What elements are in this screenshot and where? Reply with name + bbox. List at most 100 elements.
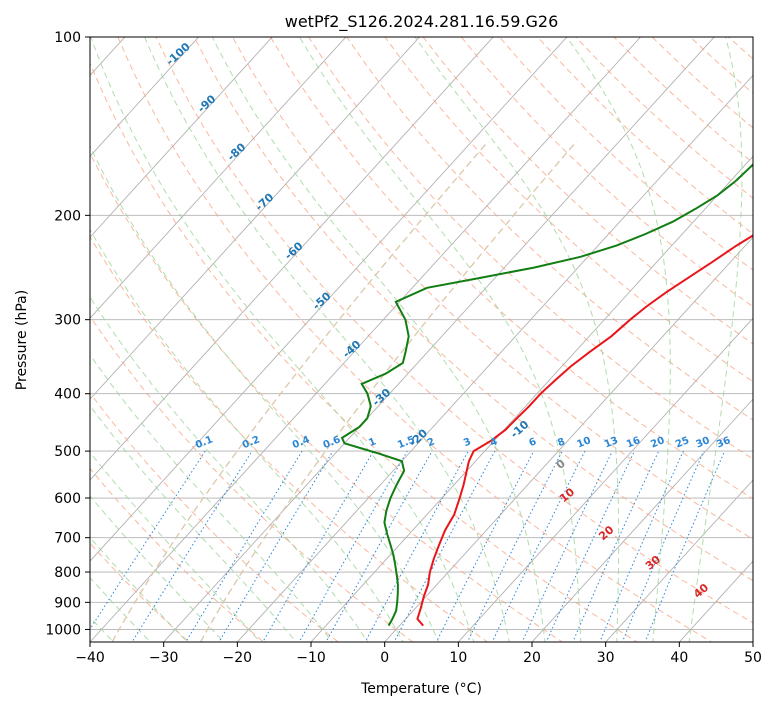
mixing-ratio-line <box>185 450 303 642</box>
isotherm-line <box>310 155 753 642</box>
isotherm-line <box>236 74 753 642</box>
x-tick-label: −40 <box>75 650 105 666</box>
isotherm-line <box>90 37 421 400</box>
isotherm-line <box>90 37 347 319</box>
y-tick-label: 200 <box>54 208 81 224</box>
moist-adiabat-line <box>90 37 475 642</box>
dry-adiabat-line <box>90 61 638 642</box>
x-tick-label: 30 <box>597 650 615 666</box>
moist-adiabat-line <box>90 353 333 642</box>
x-axis-label: Temperature (°C) <box>360 681 482 697</box>
mixing-ratio-line <box>131 450 253 642</box>
isotherm-line <box>678 560 753 642</box>
mixing-ratio-line <box>262 450 374 642</box>
plot-frame <box>89 36 754 643</box>
mixing-ratio-label: 10 <box>576 435 593 450</box>
y-tick-label: 900 <box>54 595 81 611</box>
profile-lines <box>340 163 753 627</box>
mixing-ratio-line <box>491 450 586 642</box>
dry-adiabat-line <box>308 37 753 460</box>
x-tick-label: 20 <box>523 650 541 666</box>
mixing-ratio-label: 1 <box>367 436 378 449</box>
mixing-ratio-label: 36 <box>715 435 732 450</box>
moist-adiabat-line <box>298 37 582 642</box>
x-tick-label: −10 <box>296 650 326 666</box>
dewpoint-profile-line <box>340 163 753 627</box>
mixing-ratio-label: 8 <box>556 436 567 449</box>
y-tick-label: 500 <box>54 444 81 460</box>
moist-adiabat-line <box>90 451 261 642</box>
mixing-ratio-label: 25 <box>674 435 691 450</box>
y-tick-label: 800 <box>54 565 81 581</box>
isotherm-line <box>90 37 273 238</box>
mixing-ratio-line <box>298 450 408 642</box>
isotherm-line <box>90 37 568 562</box>
isotherm-line <box>605 479 753 642</box>
dry-adiabat-line <box>422 37 753 345</box>
moist-adiabat-line <box>566 37 671 642</box>
y-tick-label: 100 <box>54 30 81 46</box>
moist-adiabat-line <box>414 37 620 642</box>
x-tick-label: −20 <box>223 650 253 666</box>
isotherm-line <box>531 398 753 642</box>
moist-adiabat-line <box>90 145 440 642</box>
mixing-ratio-label: 2 <box>426 436 437 449</box>
x-tick-label: 40 <box>670 650 688 666</box>
moist-adiabat-line <box>144 37 510 642</box>
special-curve-line <box>199 140 578 642</box>
dry-adiabat-line <box>90 392 340 642</box>
mixing-ratio-label: 6 <box>527 436 538 449</box>
dry-adiabat-line <box>90 235 489 642</box>
moist-adiabat-line <box>90 296 369 642</box>
isotherm-line <box>163 37 715 642</box>
mixing-ratio-label: 16 <box>625 435 642 450</box>
mixing-ratio-label: 30 <box>694 435 711 450</box>
isotherm-line <box>90 37 494 481</box>
mixing-ratio-label: 4 <box>489 436 500 449</box>
y-axis: 100 200 300 400 500 600 700 800 900 1000 <box>45 30 90 638</box>
y-tick-label: 600 <box>54 491 81 507</box>
x-tick-label: −30 <box>149 650 179 666</box>
mixing-ratio-label: 3 <box>462 436 473 449</box>
mixing-ratio-line <box>521 450 613 642</box>
dry-adiabat-line <box>270 37 753 500</box>
x-tick-label: 50 <box>744 650 762 666</box>
dry-adiabat-line <box>384 37 753 383</box>
dry-adiabat-line <box>346 37 753 421</box>
temperature-profile-line <box>416 234 753 627</box>
mixing-ratio-line <box>325 450 433 642</box>
background-lines <box>90 37 753 642</box>
y-tick-label: 700 <box>54 531 81 547</box>
isotherm-line <box>90 37 642 642</box>
chart-title: wetPf2_S126.2024.281.16.59.G26 <box>285 12 559 32</box>
dry-adiabat-line <box>90 315 414 642</box>
dry-adiabat-line <box>117 37 713 642</box>
dry-adiabat-line <box>155 37 753 624</box>
mixing-ratio-label: 13 <box>603 435 620 450</box>
isotherm-line <box>90 37 200 157</box>
special-curve-line <box>111 140 489 642</box>
isotherm-line <box>384 236 753 642</box>
moist-adiabat-line <box>211 37 546 642</box>
mixing-ratio-line <box>90 450 206 631</box>
mixing-ratio-line <box>621 450 705 642</box>
y-tick-label: 400 <box>54 387 81 403</box>
x-axis: −40 −30 −20 −10 0 10 20 30 40 50 <box>75 642 762 666</box>
mixing-ratio-line <box>599 450 684 642</box>
y-tick-label: 1000 <box>45 622 81 638</box>
moist-adiabat-line <box>90 228 404 642</box>
dry-adiabat-line <box>193 37 753 582</box>
mixing-ratio-line <box>572 450 660 642</box>
dry-adiabat-line <box>231 37 753 540</box>
y-axis-label: Pressure (hPa) <box>14 290 30 390</box>
dry-adiabat-line <box>90 542 190 642</box>
mixing-ratio-line <box>364 450 469 642</box>
dry-adiabat-line <box>90 152 564 642</box>
y-tick-label: 300 <box>54 313 81 329</box>
moist-adiabat-line <box>688 37 743 642</box>
mixing-ratio-label: 20 <box>649 435 666 450</box>
x-tick-label: 10 <box>449 650 467 666</box>
moist-adiabat-line <box>90 404 297 642</box>
x-tick-label: 0 <box>380 650 389 666</box>
